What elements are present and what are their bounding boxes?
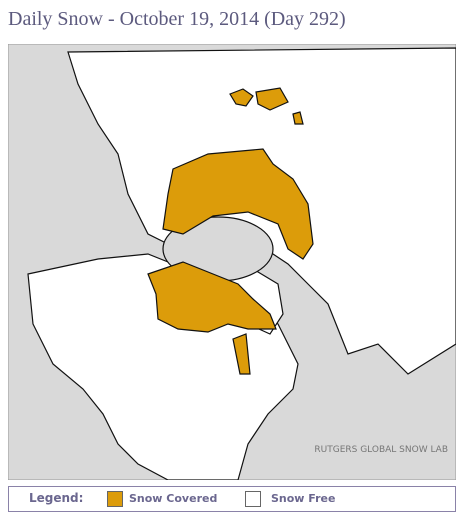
legend-title: Legend: (29, 491, 84, 505)
legend-swatch (107, 491, 123, 507)
legend-swatch (245, 491, 261, 507)
title: Daily Snow - October 19, 2014 (Day 292) (8, 8, 346, 30)
snow-quebec (232, 333, 251, 375)
legend-label: Snow Free (271, 492, 336, 505)
credit: RUTGERS GLOBAL SNOW LAB (314, 445, 448, 455)
legend: Legend: Snow Covered Snow Free (8, 486, 456, 512)
snow-asia (229, 87, 304, 125)
snow-siberia (162, 148, 314, 260)
legend-label: Snow Covered (129, 492, 218, 505)
snow-map: RUTGERS GLOBAL SNOW LAB (8, 44, 456, 480)
snow-canada (147, 261, 277, 333)
